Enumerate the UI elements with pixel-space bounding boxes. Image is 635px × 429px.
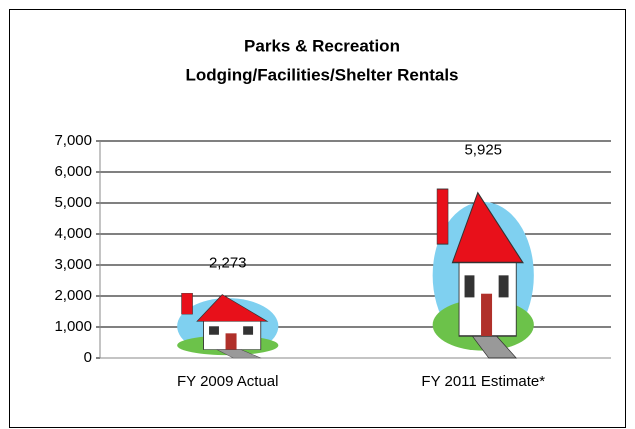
y-tick-label: 3,000 [54,256,92,273]
value-label: 5,925 [464,141,502,158]
y-tick-label: 4,000 [54,225,92,242]
house-sign [437,189,448,244]
chart-title: Lodging/Facilities/Shelter Rentals [186,65,459,84]
y-tick-label: 5,000 [54,194,92,211]
y-tick-label: 6,000 [54,163,92,180]
house-window [209,326,219,334]
x-tick-label: FY 2009 Actual [177,373,278,390]
chart-title: Parks & Recreation [244,36,400,55]
house-door [481,294,492,336]
page: {"chart_data": {"type": "pictograph", "t… [0,0,635,429]
house-door [226,333,237,349]
y-tick-label: 7,000 [54,132,92,149]
value-label: 2,273 [209,255,247,272]
house-sign [182,293,193,314]
chart: Parks & Recreation Lodging/Facilities/Sh… [0,0,635,429]
x-tick-label: FY 2011 Estimate* [421,373,545,390]
y-tick-label: 2,000 [54,287,92,304]
house-window [243,326,253,334]
y-tick-label: 1,000 [54,318,92,335]
house-window [465,275,475,297]
house-window [499,275,509,297]
y-tick-label: 0 [84,349,92,366]
